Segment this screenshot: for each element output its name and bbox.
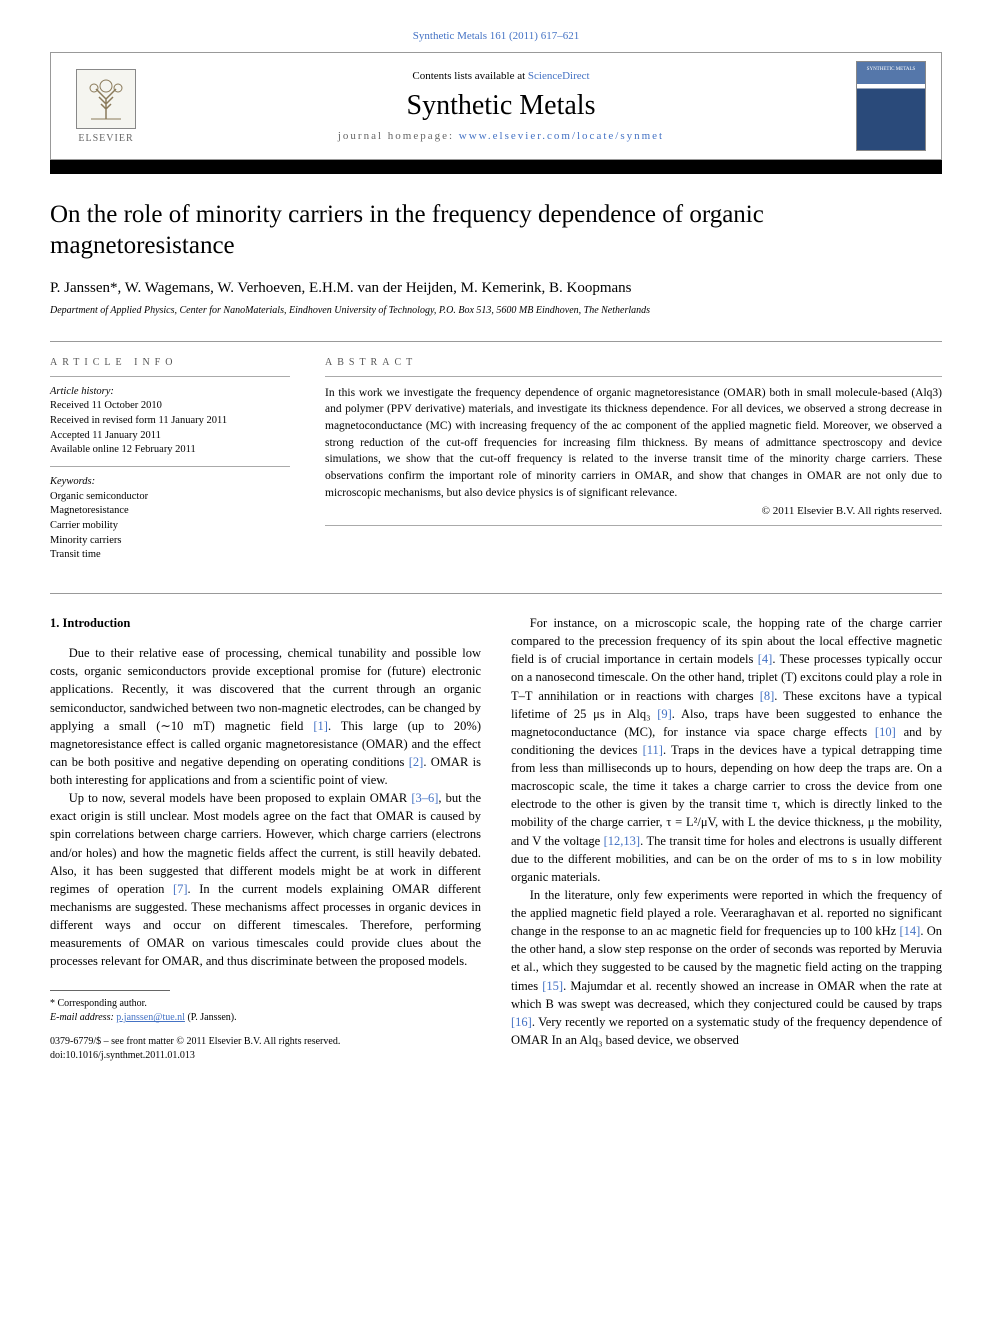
homepage-link[interactable]: www.elsevier.com/locate/synmet xyxy=(459,130,664,142)
journal-homepage: journal homepage: www.elsevier.com/locat… xyxy=(161,130,841,142)
history-accepted: Accepted 11 January 2011 xyxy=(50,429,290,444)
citation-ref[interactable]: [1] xyxy=(313,719,328,733)
publisher-logo: ELSEVIER xyxy=(66,61,146,151)
citation-ref[interactable]: [15] xyxy=(542,979,563,993)
history-revised: Received in revised form 11 January 2011 xyxy=(50,414,290,429)
citation-ref[interactable]: [4] xyxy=(758,652,773,666)
citation-ref[interactable]: [2] xyxy=(409,755,424,769)
citation-ref[interactable]: [8] xyxy=(760,689,775,703)
header-center: Contents lists available at ScienceDirec… xyxy=(161,70,841,142)
article-info-panel: ARTICLE INFO Article history: Received 1… xyxy=(50,357,290,564)
abstract-divider xyxy=(325,525,942,526)
publisher-name: ELSEVIER xyxy=(78,133,133,144)
homepage-prefix: journal homepage: xyxy=(338,130,459,142)
citation-ref[interactable]: [11] xyxy=(643,743,663,757)
keywords-label: Keywords: xyxy=(50,475,290,490)
header-divider-bar xyxy=(50,160,942,174)
abstract-panel: ABSTRACT In this work we investigate the… xyxy=(325,357,942,564)
keyword: Transit time xyxy=(50,548,290,563)
info-divider xyxy=(50,466,290,467)
doi-line: doi:10.1016/j.synthmet.2011.01.013 xyxy=(50,1049,481,1063)
body-text: 1. Introduction Due to their relative ea… xyxy=(50,614,942,1063)
keyword: Carrier mobility xyxy=(50,519,290,534)
citation-ref[interactable]: [10] xyxy=(875,725,896,739)
section-divider xyxy=(50,341,942,342)
footer-meta: 0379-6779/$ – see front matter © 2011 El… xyxy=(50,1035,481,1063)
body-paragraph: For instance, on a microscopic scale, th… xyxy=(511,614,942,886)
email-suffix: (P. Janssen). xyxy=(185,1012,237,1023)
abstract-copyright: © 2011 Elsevier B.V. All rights reserved… xyxy=(325,505,942,517)
issn-line: 0379-6779/$ – see front matter © 2011 El… xyxy=(50,1035,481,1049)
elsevier-tree-icon xyxy=(76,69,136,129)
corresponding-divider xyxy=(50,990,170,991)
article-title: On the role of minority carriers in the … xyxy=(50,199,942,262)
abstract-heading: ABSTRACT xyxy=(325,357,942,368)
authors-list: P. Janssen*, W. Wagemans, W. Verhoeven, … xyxy=(50,280,942,297)
history-label: Article history: xyxy=(50,385,290,400)
article-info-heading: ARTICLE INFO xyxy=(50,357,290,368)
affiliation: Department of Applied Physics, Center fo… xyxy=(50,305,942,316)
journal-header: ELSEVIER Contents lists available at Sci… xyxy=(50,52,942,160)
keyword: Organic semiconductor xyxy=(50,490,290,505)
history-online: Available online 12 February 2011 xyxy=(50,443,290,458)
corresponding-email-link[interactable]: p.janssen@tue.nl xyxy=(116,1012,185,1023)
info-divider xyxy=(50,376,290,377)
contents-available: Contents lists available at ScienceDirec… xyxy=(161,70,841,82)
abstract-divider xyxy=(325,376,942,377)
sciencedirect-link[interactable]: ScienceDirect xyxy=(528,70,590,82)
contents-prefix: Contents lists available at xyxy=(412,70,527,82)
history-received: Received 11 October 2010 xyxy=(50,399,290,414)
keyword: Minority carriers xyxy=(50,534,290,549)
section-divider xyxy=(50,593,942,594)
body-paragraph: Up to now, several models have been prop… xyxy=(50,789,481,970)
citation-ref[interactable]: [3–6] xyxy=(411,791,438,805)
journal-title: Synthetic Metals xyxy=(161,90,841,122)
section-heading-intro: 1. Introduction xyxy=(50,614,481,632)
email-label: E-mail address: xyxy=(50,1012,116,1023)
citation-ref[interactable]: [9] xyxy=(657,707,672,721)
citation-ref[interactable]: [7] xyxy=(173,882,188,896)
keyword: Magnetoresistance xyxy=(50,504,290,519)
citation-ref[interactable]: [12,13] xyxy=(604,834,640,848)
citation-ref[interactable]: [14] xyxy=(899,924,920,938)
abstract-text: In this work we investigate the frequenc… xyxy=(325,385,942,502)
corresponding-author: * Corresponding author. E-mail address: … xyxy=(50,997,481,1025)
body-paragraph: In the literature, only few experiments … xyxy=(511,886,942,1049)
journal-cover-thumbnail: SYNTHETIC METALS xyxy=(856,61,926,151)
header-citation: Synthetic Metals 161 (2011) 617–621 xyxy=(50,30,942,42)
citation-ref[interactable]: [16] xyxy=(511,1015,532,1029)
corresponding-label: * Corresponding author. xyxy=(50,997,481,1011)
body-paragraph: Due to their relative ease of processing… xyxy=(50,644,481,789)
